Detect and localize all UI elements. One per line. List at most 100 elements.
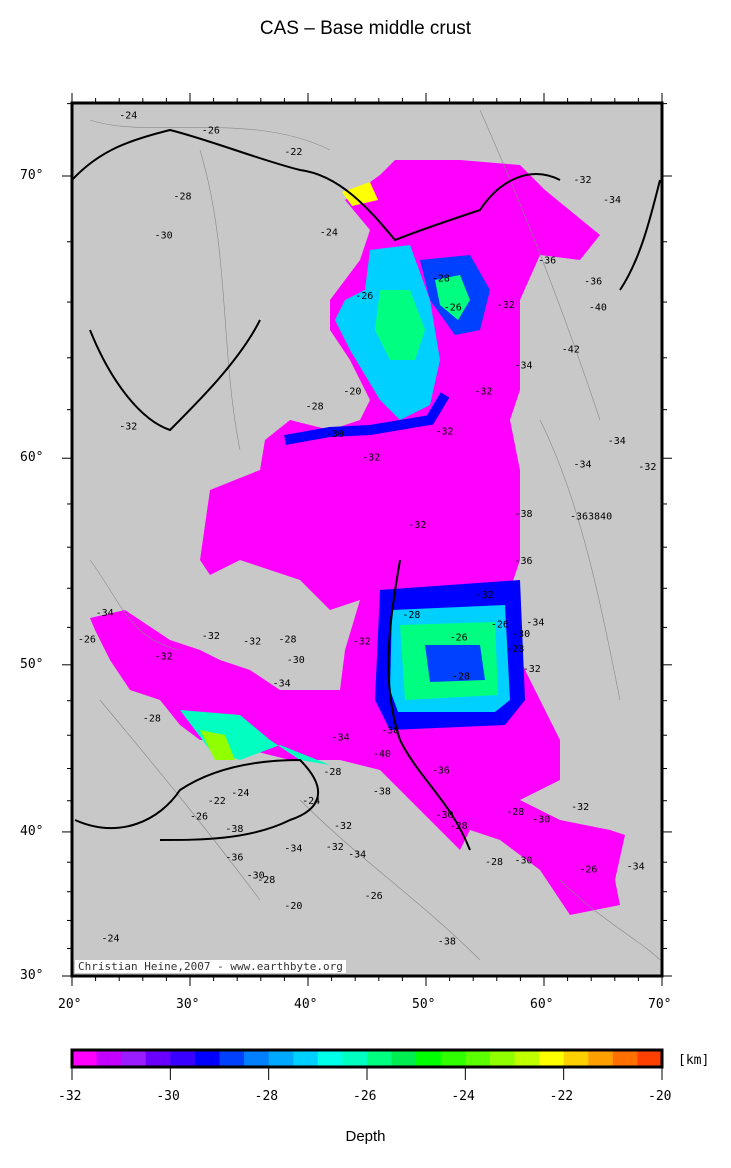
contour-label: -24 xyxy=(119,111,137,122)
contour-label: -34 xyxy=(332,732,350,743)
contour-label: -28 xyxy=(506,644,524,655)
colorbar-tick-label: -28 xyxy=(254,1089,279,1104)
colorbar xyxy=(70,1048,664,1080)
contour-label: -28 xyxy=(452,671,470,682)
colorbar-frame xyxy=(70,1048,664,1069)
y-tick-label: 30° xyxy=(20,968,44,983)
contour-label: -32 xyxy=(243,636,261,647)
map-ticks xyxy=(62,93,672,986)
contour-label: -32 xyxy=(474,386,492,397)
colorbar-swatch xyxy=(440,1050,466,1067)
colorbar-tick-label: -22 xyxy=(549,1089,574,1104)
colorbar-swatch xyxy=(96,1050,122,1067)
map-title: CAS – Base middle crust xyxy=(259,18,472,39)
contour-label: -28 xyxy=(257,875,275,886)
colorbar-swatch xyxy=(72,1050,98,1067)
contour-label: -26 xyxy=(450,633,468,644)
contour-label: -30 xyxy=(515,856,533,867)
depth-region-yellow xyxy=(342,182,378,206)
contour-label: -26 xyxy=(365,891,383,902)
contour-label: -38 xyxy=(373,786,391,797)
colorbar-swatch xyxy=(465,1050,491,1067)
y-tick-label: 70° xyxy=(20,168,44,183)
colorbar-label: Depth xyxy=(345,1128,386,1145)
contour-label: -28 xyxy=(306,402,324,413)
contour-label: -36 xyxy=(515,556,533,567)
colorbar-tick-label: -20 xyxy=(648,1089,672,1104)
coastlines xyxy=(71,128,661,851)
contour-label: -20 xyxy=(284,901,302,912)
contour-label: -30 xyxy=(326,429,344,440)
contour-label: -26 xyxy=(190,812,208,823)
colorbar-tick-label: -24 xyxy=(451,1089,475,1104)
contour-label: -36 xyxy=(584,276,602,287)
y-tick-label: 50° xyxy=(20,656,44,672)
depth-region-north-basin-blue xyxy=(284,392,450,445)
contour-label: -36 xyxy=(432,765,450,776)
contour-label: -32 xyxy=(408,520,426,531)
contour-lines xyxy=(89,109,661,961)
x-tick-label: 60° xyxy=(530,997,554,1012)
contour-label: -34 xyxy=(526,617,544,628)
colorbar-swatch xyxy=(391,1050,417,1067)
colorbar-swatch xyxy=(219,1050,245,1067)
contour-label: -20 xyxy=(343,386,361,397)
depth-shading xyxy=(90,160,625,915)
contour-label: -34 xyxy=(348,850,366,861)
credit-text: Christian Heine,2007 - www.earthbyte.org xyxy=(75,960,346,973)
x-tick-label: 20° xyxy=(58,997,82,1012)
contour-label: -24 xyxy=(102,934,120,945)
contour-label: -36 xyxy=(225,853,243,864)
contour-label: -32 xyxy=(119,421,137,432)
y-tick-label: 40° xyxy=(20,823,44,839)
contour-label: -24 xyxy=(302,796,320,807)
contour-label: -34 xyxy=(273,679,291,690)
colorbar-swatch xyxy=(121,1050,147,1067)
colorbar-tick-label: -32 xyxy=(58,1089,82,1104)
contour-label: -22 xyxy=(284,147,302,158)
contour-label: -28 xyxy=(143,714,161,725)
contour-label: -22 xyxy=(208,796,226,807)
contour-label: -34 xyxy=(515,360,533,371)
contour-label: -363840 xyxy=(570,511,612,522)
contour-label: -30 xyxy=(512,629,530,640)
colorbar-swatch xyxy=(244,1050,270,1067)
colorbar-swatch xyxy=(194,1050,220,1067)
contour-label: -28 xyxy=(506,807,524,818)
colorbar-swatch xyxy=(563,1050,589,1067)
contour-label: -38 xyxy=(515,509,533,520)
depth-region-blacksea-green xyxy=(200,730,235,760)
contour-label: -30 xyxy=(247,871,265,882)
contour-label: -32 xyxy=(362,453,380,464)
colorbar-tick-label: -30 xyxy=(156,1089,180,1104)
contour-label: -28 xyxy=(173,192,191,203)
contour-label: -32 xyxy=(334,821,352,832)
x-tick-label: 40° xyxy=(294,997,318,1012)
contour-label: -38 xyxy=(381,726,399,737)
y-tick-label: 60° xyxy=(20,450,44,466)
contour-label: -26 xyxy=(355,291,373,302)
contour-label: -34 xyxy=(627,862,645,873)
colorbar-tick-label: -26 xyxy=(353,1089,377,1104)
x-tick-label: 70° xyxy=(648,997,672,1012)
contour-label: -32 xyxy=(353,636,371,647)
x-tick-label: 50° xyxy=(412,997,436,1012)
contour-label: -32 xyxy=(435,426,453,437)
contour-label: -38 xyxy=(225,824,243,835)
contour-label: -26 xyxy=(579,865,597,876)
contour-label: -42 xyxy=(562,344,580,355)
contour-label: -28 xyxy=(450,821,468,832)
contour-label: -24 xyxy=(320,227,338,238)
contour-label: -30 xyxy=(155,231,173,242)
colorbar-swatch xyxy=(145,1050,171,1067)
colorbar-swatch xyxy=(342,1050,368,1067)
colorbar-unit: [km] xyxy=(678,1053,710,1068)
contour-label: -28 xyxy=(279,635,297,646)
colorbar-swatch xyxy=(416,1050,442,1067)
contour-label: -30 xyxy=(287,655,305,666)
x-tick-label: 30° xyxy=(176,997,200,1012)
contour-label: -32 xyxy=(638,462,656,473)
colorbar-swatch xyxy=(489,1050,515,1067)
contour-label: -30 xyxy=(435,810,453,821)
contour-label: -32 xyxy=(523,664,541,675)
